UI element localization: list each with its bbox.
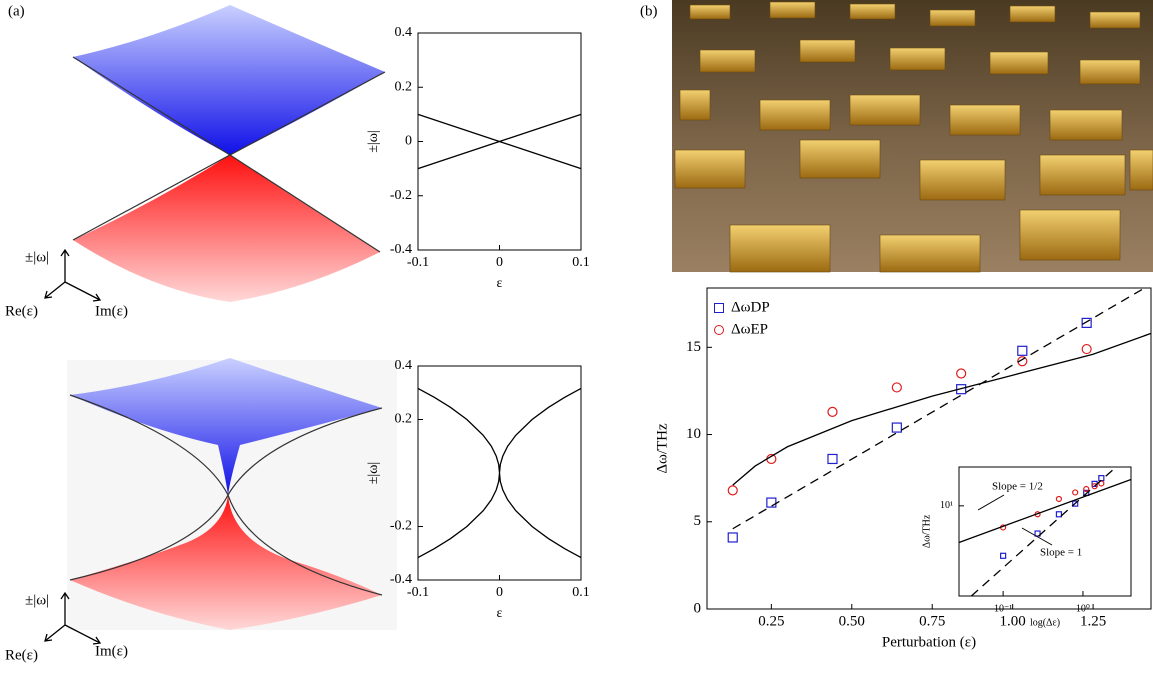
marker-circle <box>728 486 737 495</box>
fit-line <box>418 473 581 558</box>
y-tick-label: 0.2 <box>395 79 413 94</box>
figure: (a) (b) ±|ω| Re(ε) Im(ε) ±|ω| Re(ε) Im(ε… <box>0 0 1153 671</box>
x-tick-label: 0 <box>496 255 503 270</box>
plot-frame <box>959 467 1131 596</box>
y-tick-label: 15 <box>686 339 701 355</box>
x-axis-label: ε <box>497 276 503 291</box>
annotation: Slope = 1/2 <box>992 481 1043 493</box>
y-tick-label: 0 <box>694 600 702 616</box>
axis-3d-label: Im(ε) <box>95 643 128 659</box>
y-axis-label: ±|ω| <box>366 130 381 153</box>
x-tick-label: -0.1 <box>407 255 429 270</box>
x-tick-label: 10⁻¹ <box>994 603 1012 614</box>
axis-3d-label: ±|ω| <box>25 592 49 608</box>
legend-label: ΔωEP <box>731 321 768 337</box>
ep-surface <box>67 358 397 630</box>
metamaterial-photo <box>672 0 1153 272</box>
axis-3d-label: Im(ε) <box>95 303 128 319</box>
annotation: Slope = 1 <box>1040 547 1082 559</box>
y-tick-label: -0.4 <box>390 572 412 587</box>
x-tick-label: 10⁰ <box>1076 603 1090 614</box>
x-tick-label: -0.1 <box>407 585 429 600</box>
x-tick-label: 0.50 <box>839 613 865 629</box>
marker-circle <box>892 383 901 392</box>
fit-line <box>733 333 1151 485</box>
legend-marker <box>715 326 724 335</box>
y-tick-label: 10 <box>686 426 701 442</box>
dirac-surface <box>73 5 385 302</box>
y-tick-label: -0.4 <box>390 242 412 257</box>
marker-square <box>1018 346 1027 355</box>
y-tick-label: -0.2 <box>390 519 412 534</box>
y-tick-label: 0.2 <box>395 412 413 427</box>
x-axis-label: Perturbation (ε) <box>882 634 976 650</box>
y-tick-label: -0.2 <box>390 188 412 203</box>
y-tick-label: 10¹ <box>940 500 953 511</box>
x-tick-label: 0 <box>496 585 503 600</box>
marker-square <box>892 423 901 432</box>
fit-line <box>418 388 581 473</box>
y-axis-label: Δω/THz <box>921 514 932 548</box>
panel-label: (b) <box>640 3 658 19</box>
marker-circle <box>957 369 966 378</box>
y-tick-label: 0 <box>405 134 412 149</box>
y-tick-label: 0.4 <box>395 358 413 373</box>
x-tick-label: 1.00 <box>1000 613 1026 629</box>
marker-square <box>767 498 776 507</box>
axis-3d-label: Re(ε) <box>5 647 38 663</box>
x-tick-label: 0.25 <box>758 613 784 629</box>
y-tick-label: 0.4 <box>395 25 413 40</box>
x-tick-label: 0.1 <box>572 585 590 600</box>
panel-label: (a) <box>8 3 25 19</box>
axis-3d-label: Re(ε) <box>5 303 38 319</box>
legend-label: ΔωDP <box>731 299 770 315</box>
marker-square <box>828 454 837 463</box>
marker-circle <box>828 407 837 416</box>
x-axis-label: log(Δε) <box>1030 617 1060 628</box>
y-tick-label: 5 <box>694 513 702 529</box>
y-axis-label: ±|ω| <box>366 462 381 485</box>
x-tick-label: 1.25 <box>1080 613 1106 629</box>
x-tick-label: 0.1 <box>572 255 590 270</box>
legend-marker <box>715 304 724 313</box>
marker-square <box>728 533 737 542</box>
y-axis-label: Δω/THz <box>654 423 670 474</box>
x-tick-label: 0.75 <box>919 613 945 629</box>
x-axis-label: ε <box>497 606 503 621</box>
marker-circle <box>1082 345 1091 354</box>
axis-3d-label: ±|ω| <box>25 249 49 265</box>
